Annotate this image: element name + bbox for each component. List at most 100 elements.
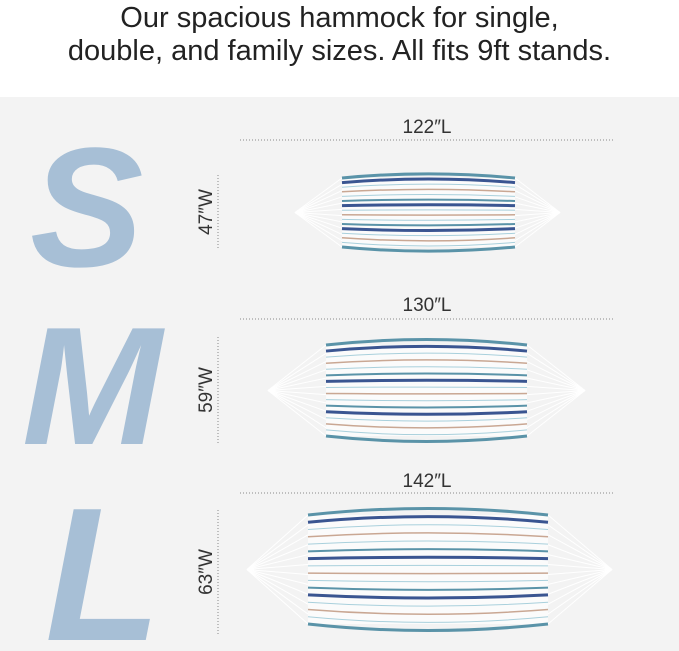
hammock-string xyxy=(547,534,613,570)
hammock-string xyxy=(547,569,613,605)
hammock-stripe xyxy=(341,198,516,202)
hammock-string xyxy=(526,390,586,437)
hammock-string xyxy=(294,212,343,223)
hammock-string xyxy=(514,212,561,229)
hammock-string xyxy=(514,212,561,235)
hammock-string xyxy=(246,569,309,625)
hammock-string xyxy=(526,390,586,404)
hammock-string xyxy=(547,544,613,570)
hammock-stripe xyxy=(307,515,549,524)
hammock-stripe xyxy=(341,172,516,180)
hammock-stripe xyxy=(325,338,528,347)
hammock-string xyxy=(514,212,561,248)
hammock-string xyxy=(246,514,309,570)
hammock-string xyxy=(514,202,561,213)
hammock-string xyxy=(526,361,586,391)
hammock-string xyxy=(267,369,327,391)
hammock-stripe xyxy=(341,237,516,242)
hammock-stripe xyxy=(325,352,528,358)
hammock-stripe xyxy=(341,245,516,253)
hammock-string xyxy=(294,177,343,213)
length-label-s: 122″L xyxy=(403,117,452,138)
hammock-string xyxy=(526,390,586,429)
hammock-string xyxy=(246,554,309,570)
hammock-string xyxy=(267,390,327,429)
hammock-stripe xyxy=(341,241,516,247)
hammock-string xyxy=(547,514,613,570)
hammock-string xyxy=(246,569,309,605)
hammock-s xyxy=(294,172,561,253)
hammock-string xyxy=(514,212,561,242)
size-letter-m: M xyxy=(22,292,165,480)
hammock-stripe xyxy=(307,593,549,600)
length-label-l: 142″L xyxy=(403,471,452,492)
hammock-stripe xyxy=(341,223,516,227)
hammock-string xyxy=(526,390,586,396)
headline-line-1: Our spacious hammock for single, xyxy=(120,2,559,34)
hammock-string xyxy=(267,377,327,391)
size-letter-l: L xyxy=(45,469,161,651)
hammock-stripe xyxy=(325,372,528,377)
hammock-stripe xyxy=(341,177,516,185)
hammock-stripe xyxy=(325,429,528,436)
hammock-string xyxy=(514,183,561,213)
hammock-string xyxy=(514,208,561,213)
hammock-stripe xyxy=(341,193,516,197)
hammock-string xyxy=(547,554,613,570)
hammock-stripe xyxy=(307,555,549,561)
hammock-stripe xyxy=(325,404,528,409)
hammock-string xyxy=(526,377,586,391)
hammock-string xyxy=(514,196,561,213)
hammock-stripe xyxy=(341,183,516,188)
hammock-stripe xyxy=(325,378,528,383)
hammock-string xyxy=(267,361,327,391)
hammock-stripe xyxy=(341,227,516,233)
headline: Our spacious hammock for single, double,… xyxy=(0,0,679,97)
hammock-string xyxy=(526,344,586,391)
hammock-string xyxy=(547,569,613,625)
hammock-string xyxy=(294,196,343,213)
hammock-string xyxy=(514,212,561,217)
hammock-string xyxy=(294,183,343,213)
hammock-string xyxy=(267,390,327,412)
hammock-string xyxy=(526,352,586,391)
hammock-string xyxy=(526,369,586,391)
hammock-stripe xyxy=(307,579,549,583)
hammock-string xyxy=(246,544,309,570)
hammock-string xyxy=(294,208,343,213)
hammock-m xyxy=(267,338,586,443)
hammock-stripe xyxy=(325,417,528,422)
hammock-bed xyxy=(326,345,527,436)
hammock-string xyxy=(246,569,309,595)
hammock-string xyxy=(294,212,343,248)
hammock-stripe xyxy=(307,586,549,591)
hammock-l xyxy=(246,506,613,633)
hammock-stripe xyxy=(341,232,516,237)
hammock-string xyxy=(294,212,343,242)
hammock-stripe xyxy=(325,359,528,364)
hammock-string xyxy=(267,390,327,396)
hammock-string xyxy=(526,390,586,412)
hammock-string xyxy=(246,524,309,570)
hammock-stripe xyxy=(341,188,516,193)
hammock-stripe xyxy=(307,506,549,517)
hammock-string xyxy=(267,390,327,437)
hammock-stripe xyxy=(325,344,528,353)
hammock-string xyxy=(514,212,561,223)
hammock-stripe xyxy=(307,524,549,531)
hammock-string xyxy=(246,569,309,585)
hammock-string xyxy=(267,344,327,391)
hammock-string xyxy=(267,385,327,391)
hammock-string xyxy=(514,190,561,213)
hammock-stripe xyxy=(307,622,549,633)
hammock-string xyxy=(267,352,327,391)
hammock-stripe xyxy=(325,434,528,443)
hammock-string xyxy=(267,390,327,420)
hammock-stripe xyxy=(341,203,516,208)
hammock-bed xyxy=(342,178,515,247)
hammock-stripe xyxy=(325,399,528,402)
headline-line-2: double, and family sizes. All fits 9ft s… xyxy=(67,35,612,67)
hammock-string xyxy=(547,564,613,570)
size-letter-s: S xyxy=(30,113,143,303)
hammock-bed xyxy=(308,515,548,624)
